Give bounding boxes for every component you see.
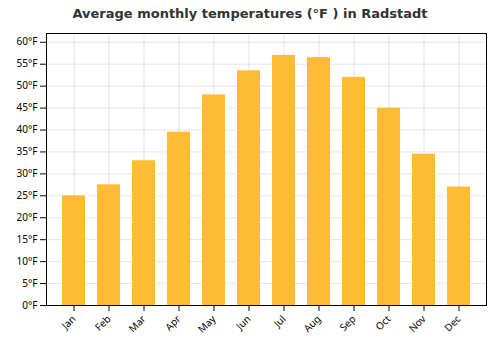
svg-text:35°F: 35°F: [17, 144, 38, 158]
svg-text:5°F: 5°F: [22, 276, 37, 290]
svg-text:Apr: Apr: [162, 312, 184, 334]
svg-text:20°F: 20°F: [17, 210, 38, 224]
svg-text:Mar: Mar: [125, 312, 148, 335]
svg-text:May: May: [194, 311, 219, 336]
svg-text:50°F: 50°F: [17, 78, 38, 92]
svg-text:Jan: Jan: [58, 312, 79, 333]
svg-text:Dec: Dec: [441, 312, 464, 335]
html-text:Average monthly temperatures (: Average monthly temperatures (°F ) in Ra…: [72, 6, 428, 21]
svg-text:25°F: 25°F: [17, 188, 38, 202]
svg-text:0°F: 0°F: [22, 298, 37, 312]
svg-text:45°F: 45°F: [17, 100, 38, 114]
svg-text:Jun: Jun: [232, 312, 253, 333]
svg-text:40°F: 40°F: [17, 122, 38, 136]
svg-text:30°F: 30°F: [17, 166, 38, 180]
svg-text:60°F: 60°F: [17, 34, 38, 48]
svg-text:15°F: 15°F: [17, 232, 38, 246]
svg-text:Jul: Jul: [270, 312, 289, 331]
svg-text:55°F: 55°F: [17, 56, 38, 70]
svg-text:Nov: Nov: [405, 311, 429, 335]
svg-text:10°F: 10°F: [17, 254, 38, 268]
svg-text:Oct: Oct: [372, 312, 394, 334]
svg-text:Sep: Sep: [336, 312, 358, 334]
svg-text:Aug: Aug: [300, 312, 323, 335]
svg-text:Feb: Feb: [91, 312, 113, 334]
